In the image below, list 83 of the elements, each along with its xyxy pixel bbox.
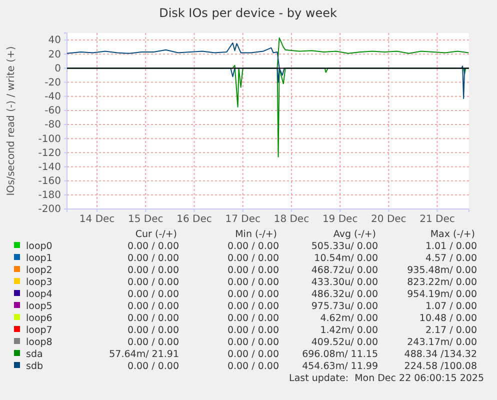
legend-label: loop7 xyxy=(26,325,52,336)
text: 696.08m/ 11.15 xyxy=(302,349,378,360)
text: 505.33u/ 0.00 xyxy=(311,241,378,252)
text: 454.63m/ 11.99 xyxy=(302,361,378,372)
text: 823.22m/ 0.00 xyxy=(407,277,477,288)
legend-label: loop3 xyxy=(26,277,52,288)
text: 0.00 / 0.00 xyxy=(127,361,179,372)
text: 2.17 / 0.00 xyxy=(425,325,477,336)
text: 0.00 / 0.00 xyxy=(227,241,279,252)
text: 0.00 / 0.00 xyxy=(127,337,179,348)
text: Avg (-/+) xyxy=(333,229,376,240)
y-tick-label: 40 xyxy=(48,35,61,46)
x-tick-label: 18 Dec xyxy=(274,214,310,226)
text: 0.00 / 0.00 xyxy=(227,253,279,264)
text: 224.58 /100.08 xyxy=(404,361,477,372)
text: 433.30u/ 0.00 xyxy=(311,277,378,288)
legend-label: loop4 xyxy=(26,289,52,300)
text: 954.19m/ 0.00 xyxy=(407,289,477,300)
x-tick-label: 20 Dec xyxy=(371,214,406,226)
text: 0.00 / 0.00 xyxy=(227,337,279,348)
legend-label: loop1 xyxy=(26,253,52,264)
y-tick-label: -20 xyxy=(44,77,61,88)
x-tick-label: 15 Dec xyxy=(128,214,164,226)
y-tick-label: -120 xyxy=(38,148,61,159)
text: 1.42m/ 0.00 xyxy=(320,325,378,336)
x-tick-label: 14 Dec xyxy=(79,214,115,226)
text: 0.00 / 0.00 xyxy=(227,265,279,276)
legend-label: loop8 xyxy=(26,337,52,348)
text: 0.00 / 0.00 xyxy=(227,349,279,360)
text: 0.00 / 0.00 xyxy=(127,313,179,324)
text: 10.48 / 0.00 xyxy=(419,313,477,324)
x-tick-label: 21 Dec xyxy=(420,214,455,226)
text: 975.73u/ 0.00 xyxy=(311,301,378,312)
text: 0.00 / 0.00 xyxy=(127,301,179,312)
text: 0.00 / 0.00 xyxy=(227,277,279,288)
text: 0.00 / 0.00 xyxy=(127,325,179,336)
y-tick-label: -60 xyxy=(44,106,61,117)
x-tick-label: 19 Dec xyxy=(322,214,358,226)
text: 0.00 / 0.00 xyxy=(227,325,279,336)
text: 0.00 / 0.00 xyxy=(227,301,279,312)
y-tick-label: -100 xyxy=(38,134,61,145)
text: 0.00 / 0.00 xyxy=(227,361,279,372)
y-tick-label: -180 xyxy=(38,190,61,202)
text: 0.00 / 0.00 xyxy=(127,277,179,288)
legend-label: loop6 xyxy=(26,313,52,324)
text: 0.00 / 0.00 xyxy=(227,313,279,324)
legend-label: sdb xyxy=(26,361,44,372)
y-tick-label: -160 xyxy=(38,176,61,188)
text: Min (-/+) xyxy=(235,229,277,240)
y-tick-label: -80 xyxy=(44,120,61,131)
legend-label: loop2 xyxy=(26,265,52,276)
legend-label: loop0 xyxy=(26,241,52,252)
chart-title: Disk IOs per device - by week xyxy=(159,6,337,20)
y-tick-label: -140 xyxy=(38,162,61,173)
y-tick-label: 0 xyxy=(54,63,61,74)
legend-label: sda xyxy=(26,349,43,360)
text: 4.62m/ 0.00 xyxy=(320,313,378,324)
text: 468.72u/ 0.00 xyxy=(311,265,378,276)
text: Cur (-/+) xyxy=(135,229,177,240)
x-tick-label: 16 Dec xyxy=(176,214,212,226)
text: Max (-/+) xyxy=(430,229,475,240)
x-tick-label: 17 Dec xyxy=(225,214,260,226)
text: 243.17m/ 0.00 xyxy=(407,337,477,348)
text: 0.00 / 0.00 xyxy=(127,265,179,276)
y-tick-label: -40 xyxy=(44,92,61,103)
text: 486.32u/ 0.00 xyxy=(311,289,378,300)
text: Last update: Mon Dec 22 06:00:15 2025 xyxy=(289,373,484,384)
text: 1.01 / 0.00 xyxy=(425,241,477,252)
y-tick-label: -200 xyxy=(38,204,61,216)
text: 1.07 / 0.00 xyxy=(425,301,477,312)
legend-label: loop5 xyxy=(26,301,52,312)
text: 0.00 / 0.00 xyxy=(227,289,279,300)
y-axis-title: IOs/second read (-) / write (+) xyxy=(6,46,17,196)
y-tick-label: 20 xyxy=(48,49,61,60)
text: 0.00 / 0.00 xyxy=(127,253,179,264)
text: 409.52u/ 0.00 xyxy=(311,337,378,348)
text: 488.34 /134.32 xyxy=(404,349,477,360)
text: 57.64m/ 21.91 xyxy=(109,349,179,360)
text: 0.00 / 0.00 xyxy=(127,241,179,252)
text: 4.57 / 0.00 xyxy=(425,253,477,264)
text: 0.00 / 0.00 xyxy=(127,289,179,300)
text: 935.48m/ 0.00 xyxy=(407,265,477,276)
text: 10.54m/ 0.00 xyxy=(314,253,378,264)
